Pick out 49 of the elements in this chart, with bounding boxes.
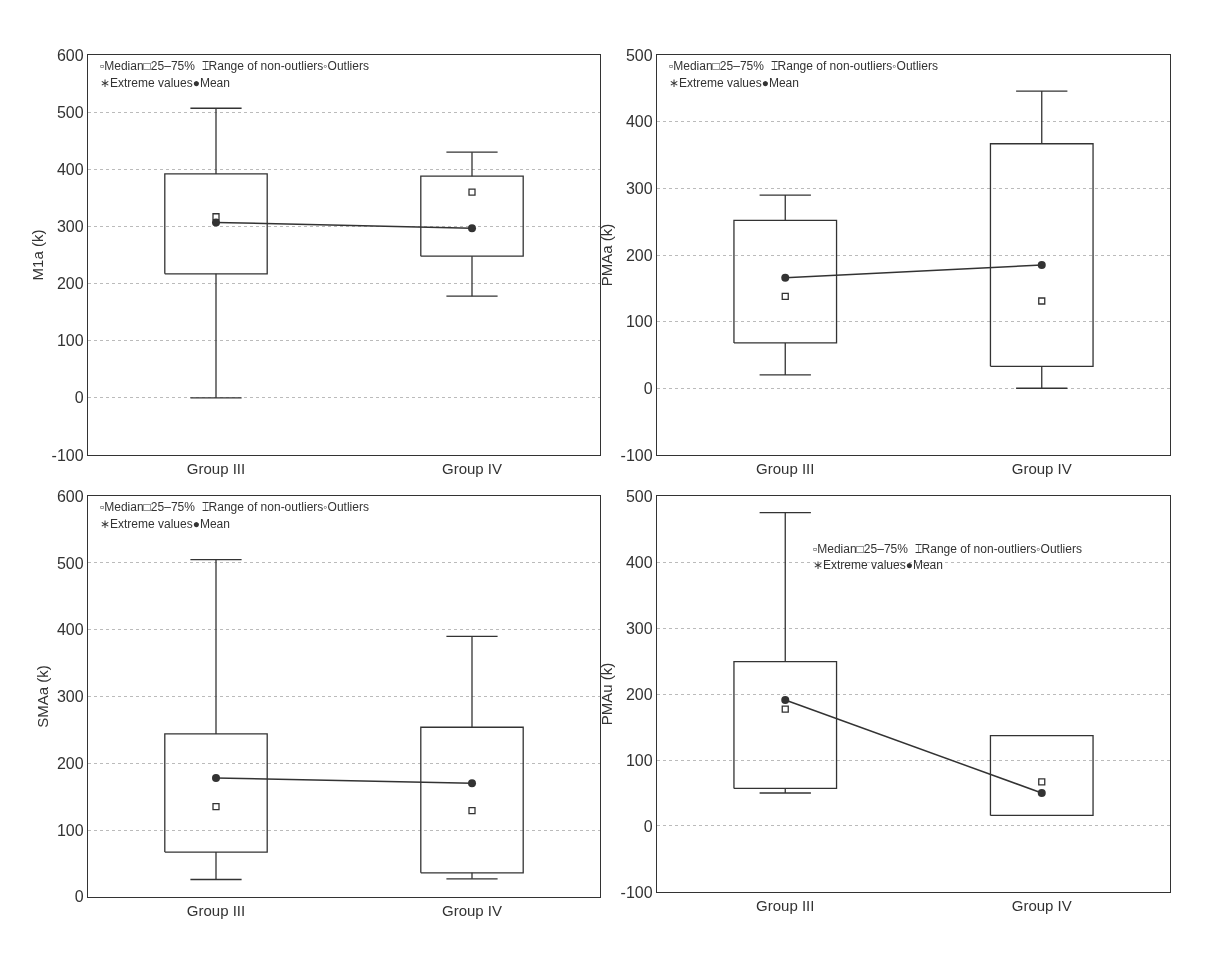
- y-tick-label: 500: [56, 103, 84, 121]
- y-axis-title: PMAa (k): [597, 223, 615, 287]
- y-tick-label: -100: [51, 446, 84, 464]
- x-tick-label: Group IV: [441, 460, 503, 478]
- y-axis-title: M1a (k): [28, 229, 46, 281]
- annotation: ▫Median□25–75% ⌶Range of non-outliers◦Outliers: [100, 59, 369, 73]
- x-tick-label: Group IV: [1011, 897, 1072, 915]
- y-tick-label: 400: [56, 160, 84, 178]
- y-tick-label: 300: [625, 619, 653, 637]
- x-tick-label: Group IV: [1011, 460, 1072, 478]
- y-tick-label: 300: [56, 218, 84, 236]
- y-tick-label: 500: [56, 554, 84, 572]
- y-tick-label: 500: [625, 487, 653, 505]
- y-tick-label: 400: [56, 621, 84, 639]
- y-tick-label: 200: [56, 754, 84, 772]
- y-tick-label: 300: [625, 179, 653, 197]
- x-tick-label: Group III: [756, 897, 815, 915]
- y-tick-label: 100: [56, 821, 84, 839]
- x-tick-label: Group III: [186, 460, 246, 478]
- y-tick-label: 0: [643, 379, 653, 397]
- x-tick-label: Group III: [186, 902, 246, 920]
- y-tick-label: 200: [625, 685, 653, 703]
- annotation: ▫Median□25–75% ⌶Range of non-outliers◦Outliers: [100, 500, 369, 514]
- annotation: ∗Extreme values●Mean: [100, 76, 230, 90]
- annotation: ▫Median□25–75% ⌶Range of non-outliers◦Outliers: [669, 59, 938, 73]
- y-tick-label: 400: [625, 553, 653, 571]
- y-tick-label: 0: [74, 389, 84, 407]
- y-tick-label: 400: [625, 113, 653, 131]
- y-tick-label: 100: [625, 313, 653, 331]
- y-tick-label: 200: [625, 246, 653, 264]
- y-tick-label: 600: [56, 487, 84, 505]
- y-tick-label: 0: [74, 888, 84, 906]
- y-axis-title: SMAa (k): [34, 665, 52, 728]
- x-tick-label: Group III: [756, 460, 815, 478]
- x-tick-label: Group IV: [441, 902, 503, 920]
- y-axis-title: PMAu (k): [597, 662, 615, 726]
- y-tick-label: 0: [643, 817, 653, 835]
- y-tick-label: 600: [56, 46, 84, 64]
- y-tick-label: -100: [620, 883, 653, 901]
- annotation: ∗Extreme values●Mean: [813, 558, 943, 572]
- annotation: ∗Extreme values●Mean: [669, 76, 799, 90]
- y-tick-label: 500: [625, 46, 653, 64]
- annotation: ∗Extreme values●Mean: [100, 517, 230, 531]
- annotation: ▫Median□25–75% ⌶Range of non-outliers◦Outliers: [813, 542, 1082, 556]
- y-tick-label: 100: [56, 332, 84, 350]
- y-tick-label: 100: [625, 751, 653, 769]
- y-tick-label: 300: [56, 688, 84, 706]
- y-tick-label: -100: [620, 446, 653, 464]
- y-tick-label: 200: [56, 275, 84, 293]
